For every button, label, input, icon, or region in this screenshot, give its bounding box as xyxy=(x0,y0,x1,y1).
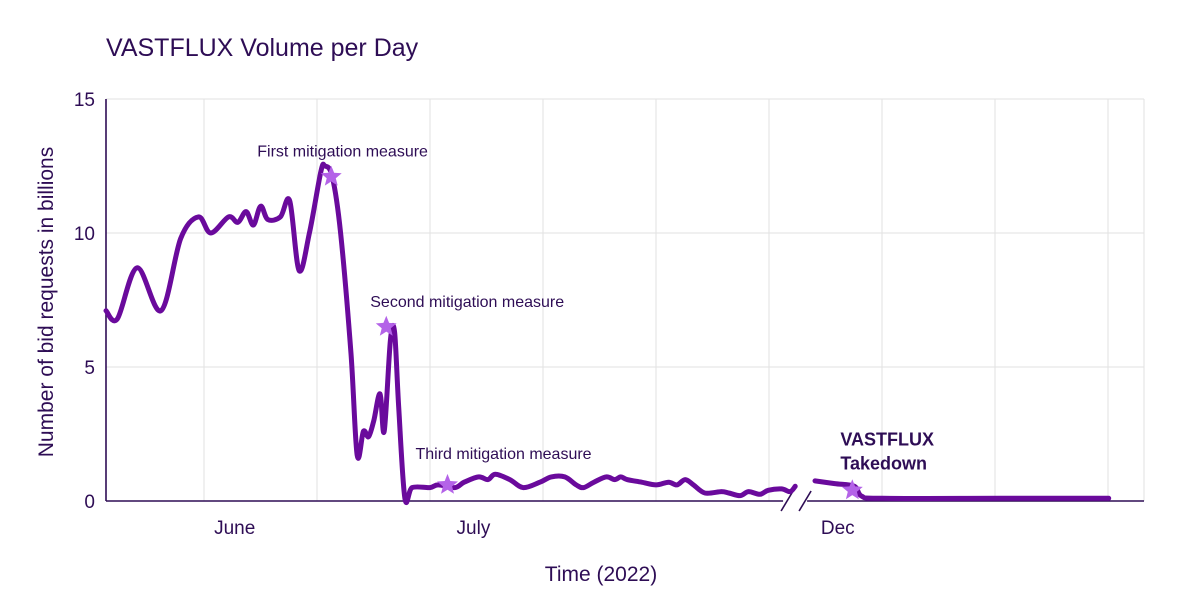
axis-break-marker xyxy=(780,490,812,512)
annotation-markers xyxy=(320,165,863,500)
annotation-label-line: Takedown xyxy=(840,453,927,473)
series-lines xyxy=(103,161,1112,506)
annotation-label-line: VASTFLUX xyxy=(840,429,934,449)
y-tick-label: 5 xyxy=(84,358,95,379)
y-tick-label: 0 xyxy=(84,492,95,513)
annotation-label: First mitigation measure xyxy=(257,144,428,161)
x-axis-label: Time (2022) xyxy=(545,563,657,586)
annotation-labels: First mitigation measure Second mitigatio… xyxy=(257,144,934,474)
star-marker xyxy=(375,315,397,336)
series-line-after-break xyxy=(812,478,1112,501)
star-marker xyxy=(437,473,458,494)
series-line-before-break xyxy=(103,161,798,506)
axis-break-slash xyxy=(780,490,794,512)
star-marker xyxy=(320,165,342,186)
x-tick-label: June xyxy=(214,518,255,539)
y-axis-label: Number of bid requests in billions xyxy=(35,147,58,458)
x-tick-label: July xyxy=(457,518,491,539)
y-tick-labels: 0 5 10 15 xyxy=(74,90,95,513)
star-marker xyxy=(841,479,863,500)
y-tick-label: 15 xyxy=(74,90,95,111)
chart-title: VASTFLUX Volume per Day xyxy=(106,34,419,62)
x-tick-label: Dec xyxy=(821,518,855,539)
annotation-label: Second mitigation measure xyxy=(370,294,564,311)
horizontal-grid xyxy=(106,98,1144,368)
axis-break-slash xyxy=(798,490,812,512)
annotation-label: Third mitigation measure xyxy=(416,446,592,463)
x-tick-labels: June July Dec xyxy=(214,518,855,539)
vertical-grid xyxy=(203,99,1145,501)
y-tick-label: 10 xyxy=(74,224,95,245)
